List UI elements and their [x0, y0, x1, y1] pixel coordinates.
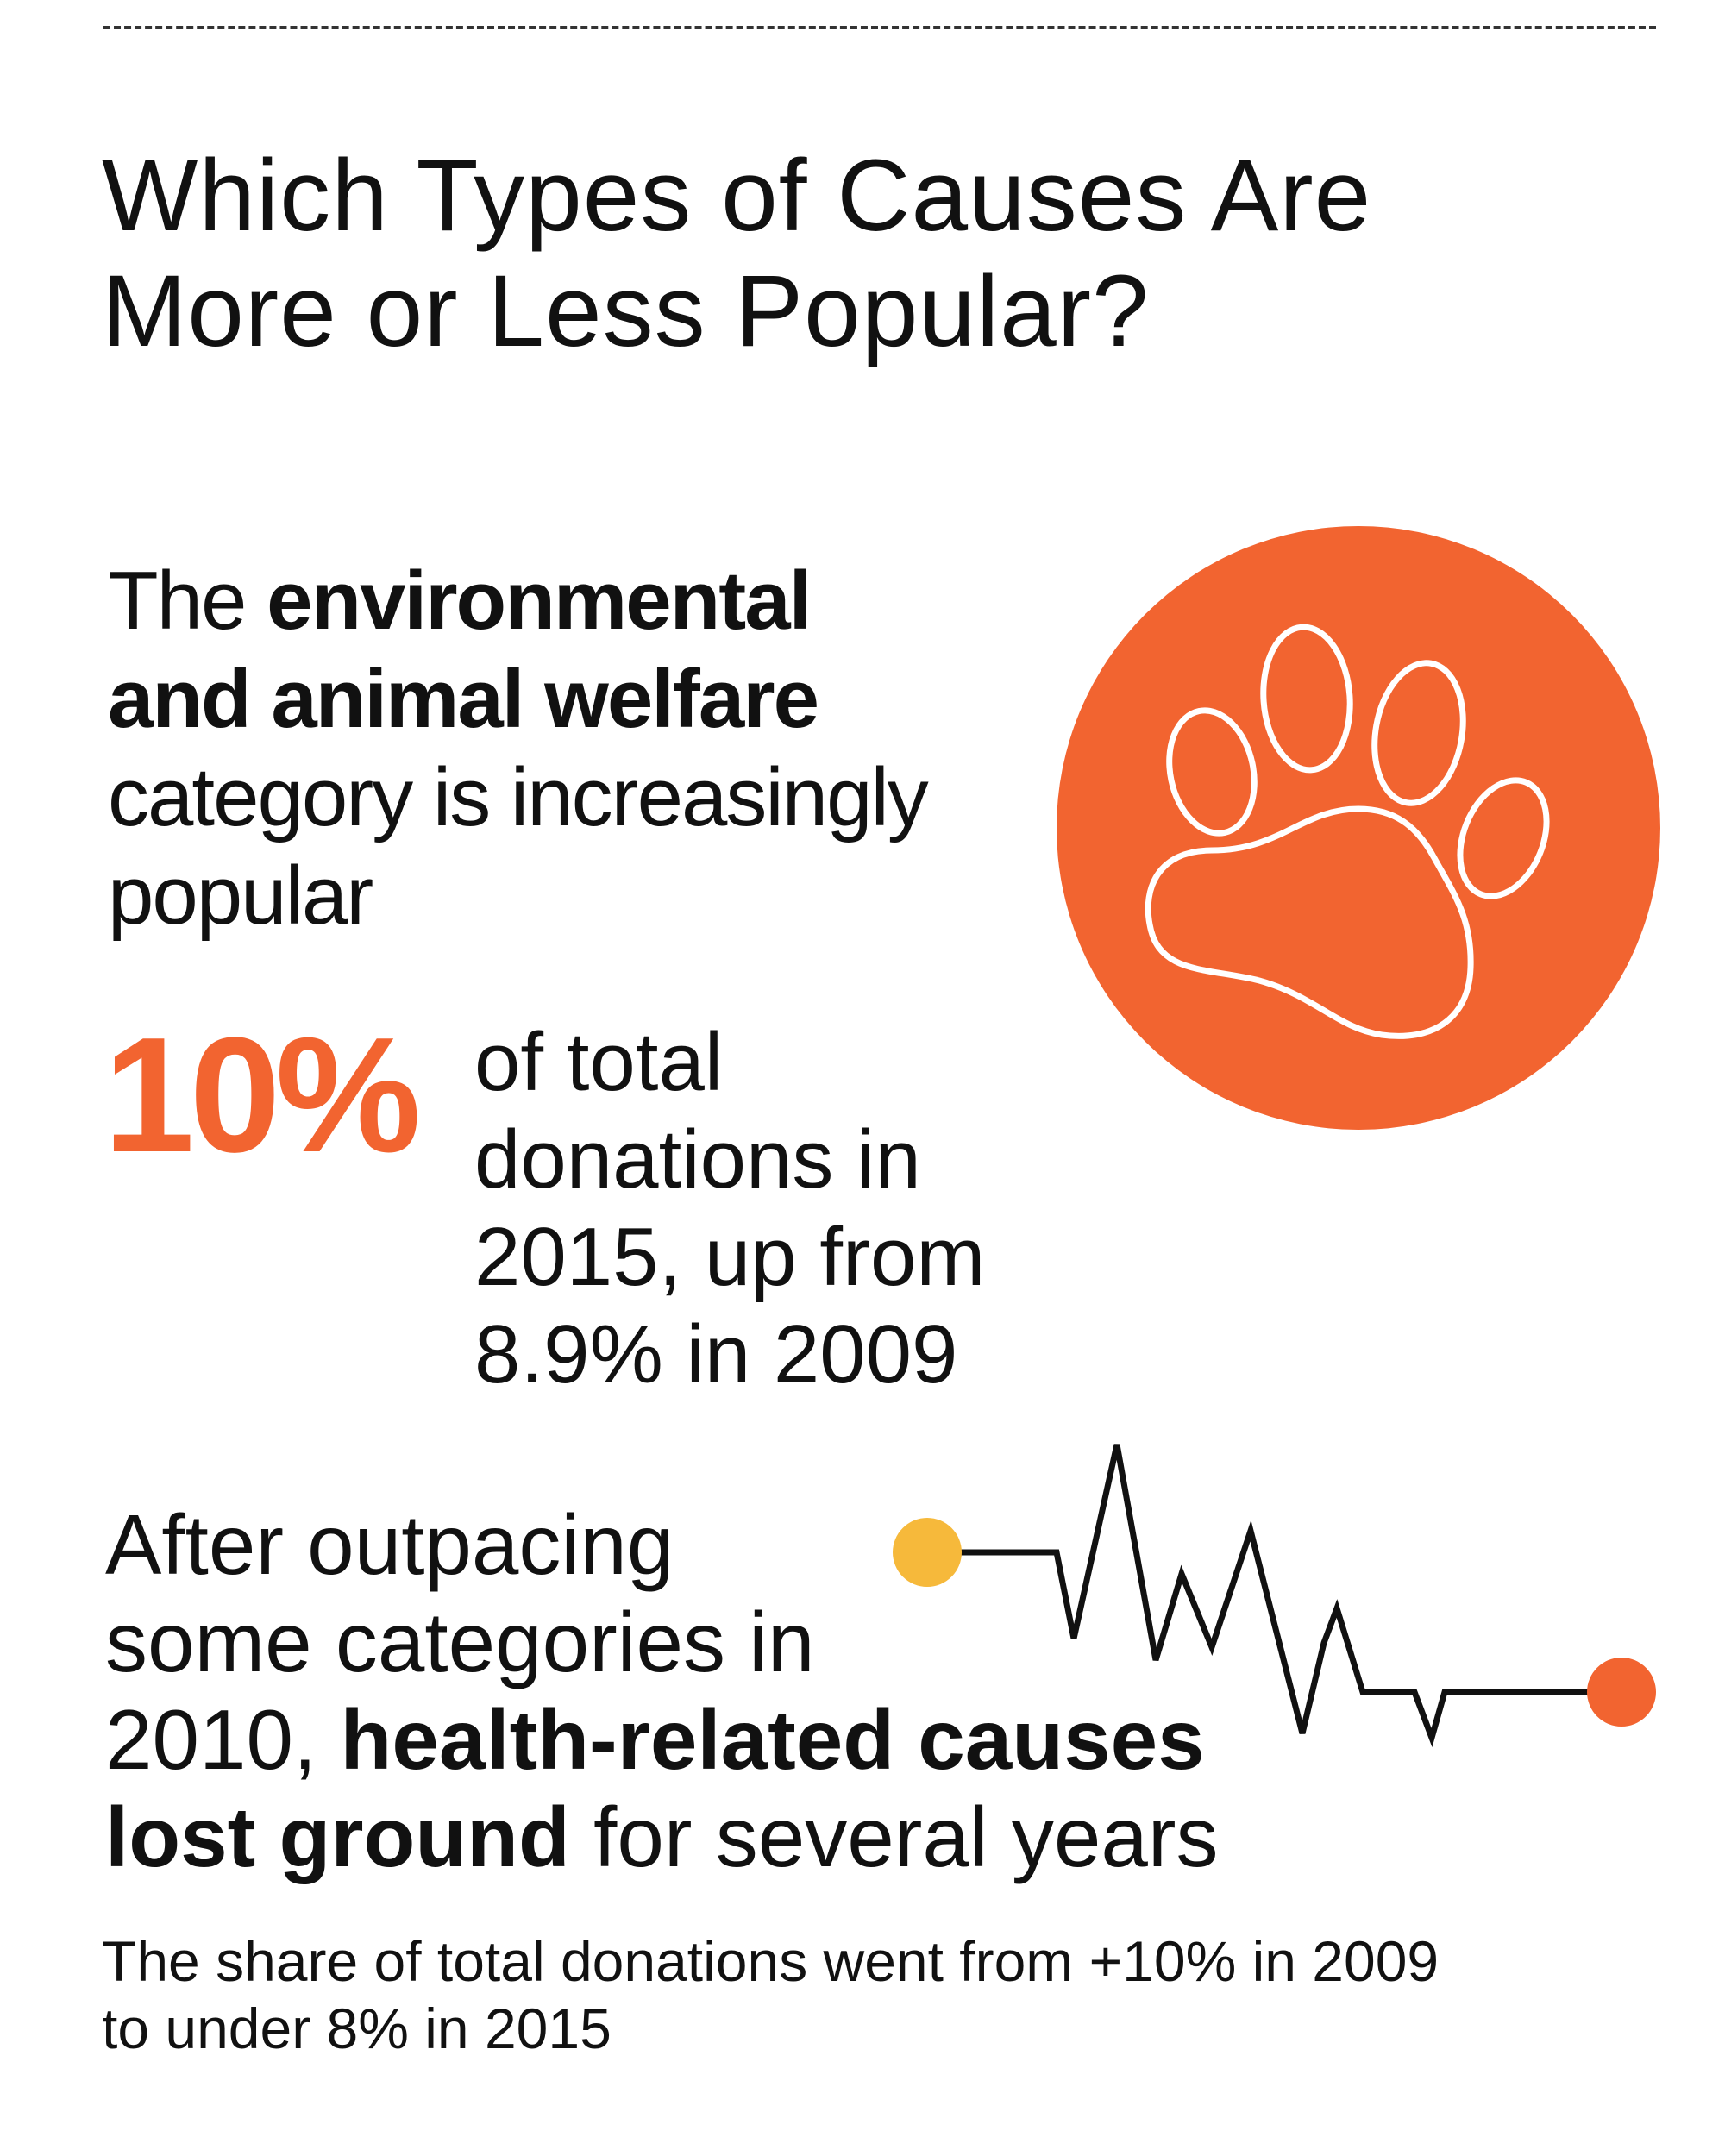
stat-desc-line-2: donations in — [474, 1113, 921, 1206]
heartbeat-start-dot — [893, 1518, 962, 1587]
health-line-3: 2010, health-related causes — [105, 1691, 1658, 1789]
stat-description: of total donations in 2015, up from 8.9%… — [474, 1013, 1164, 1403]
environment-statement: The environmental and animal welfare cat… — [108, 552, 1057, 945]
health-line-2: some categories in — [105, 1595, 815, 1689]
footnote-line-2: to under 8% in 2015 — [102, 1996, 612, 2060]
paw-pad — [1145, 805, 1474, 1039]
title-line-2: More or Less Popular? — [102, 254, 1150, 368]
heartbeat-line — [927, 1444, 1647, 1748]
health-line-3-bold: health-related causes — [340, 1692, 1205, 1787]
stat-desc-line-4: 8.9% in 2009 — [474, 1308, 958, 1401]
environment-line-4: popular — [108, 849, 373, 942]
health-line-1: After outpacing — [105, 1497, 674, 1592]
heartbeat-end-dot — [1587, 1658, 1656, 1727]
environment-line-1: The environmental — [108, 552, 1057, 650]
footnote: The share of total donations went from +… — [102, 1927, 1654, 2062]
stat-desc-line-1: of total — [474, 1016, 724, 1108]
health-line-3-pre: 2010, — [105, 1692, 341, 1787]
title-line-1: Which Types of Causes Are — [102, 139, 1372, 253]
environment-pre: The — [108, 555, 267, 647]
paw-toe-3 — [1371, 660, 1466, 806]
health-statement: After outpacing some categories in 2010,… — [105, 1496, 1658, 1886]
environment-bold-1: environmental — [267, 555, 812, 647]
paw-icon — [1057, 526, 1660, 1130]
page-title: Which Types of Causes Are More or Less P… — [102, 138, 1654, 369]
paw-toe-4 — [1457, 777, 1550, 899]
stat-desc-line-3: 2015, up from — [474, 1211, 986, 1303]
health-line-4-post: for several years — [569, 1789, 1219, 1884]
heartbeat-line-icon — [893, 1444, 1656, 1748]
stat-value: 10% — [104, 1004, 421, 1187]
health-line-4-bold: lost ground — [105, 1789, 570, 1884]
paw-toe-2 — [1260, 624, 1353, 774]
top-dashed-divider — [104, 26, 1656, 29]
health-line-4: lost ground for several years — [105, 1789, 1658, 1886]
paw-circle-background — [1057, 526, 1660, 1130]
environment-bold-2: and animal welfare — [108, 653, 819, 745]
footnote-line-1: The share of total donations went from +… — [102, 1929, 1440, 1993]
paw-toe-1 — [1166, 707, 1258, 837]
environment-line-3: category is increasingly — [108, 751, 929, 843]
